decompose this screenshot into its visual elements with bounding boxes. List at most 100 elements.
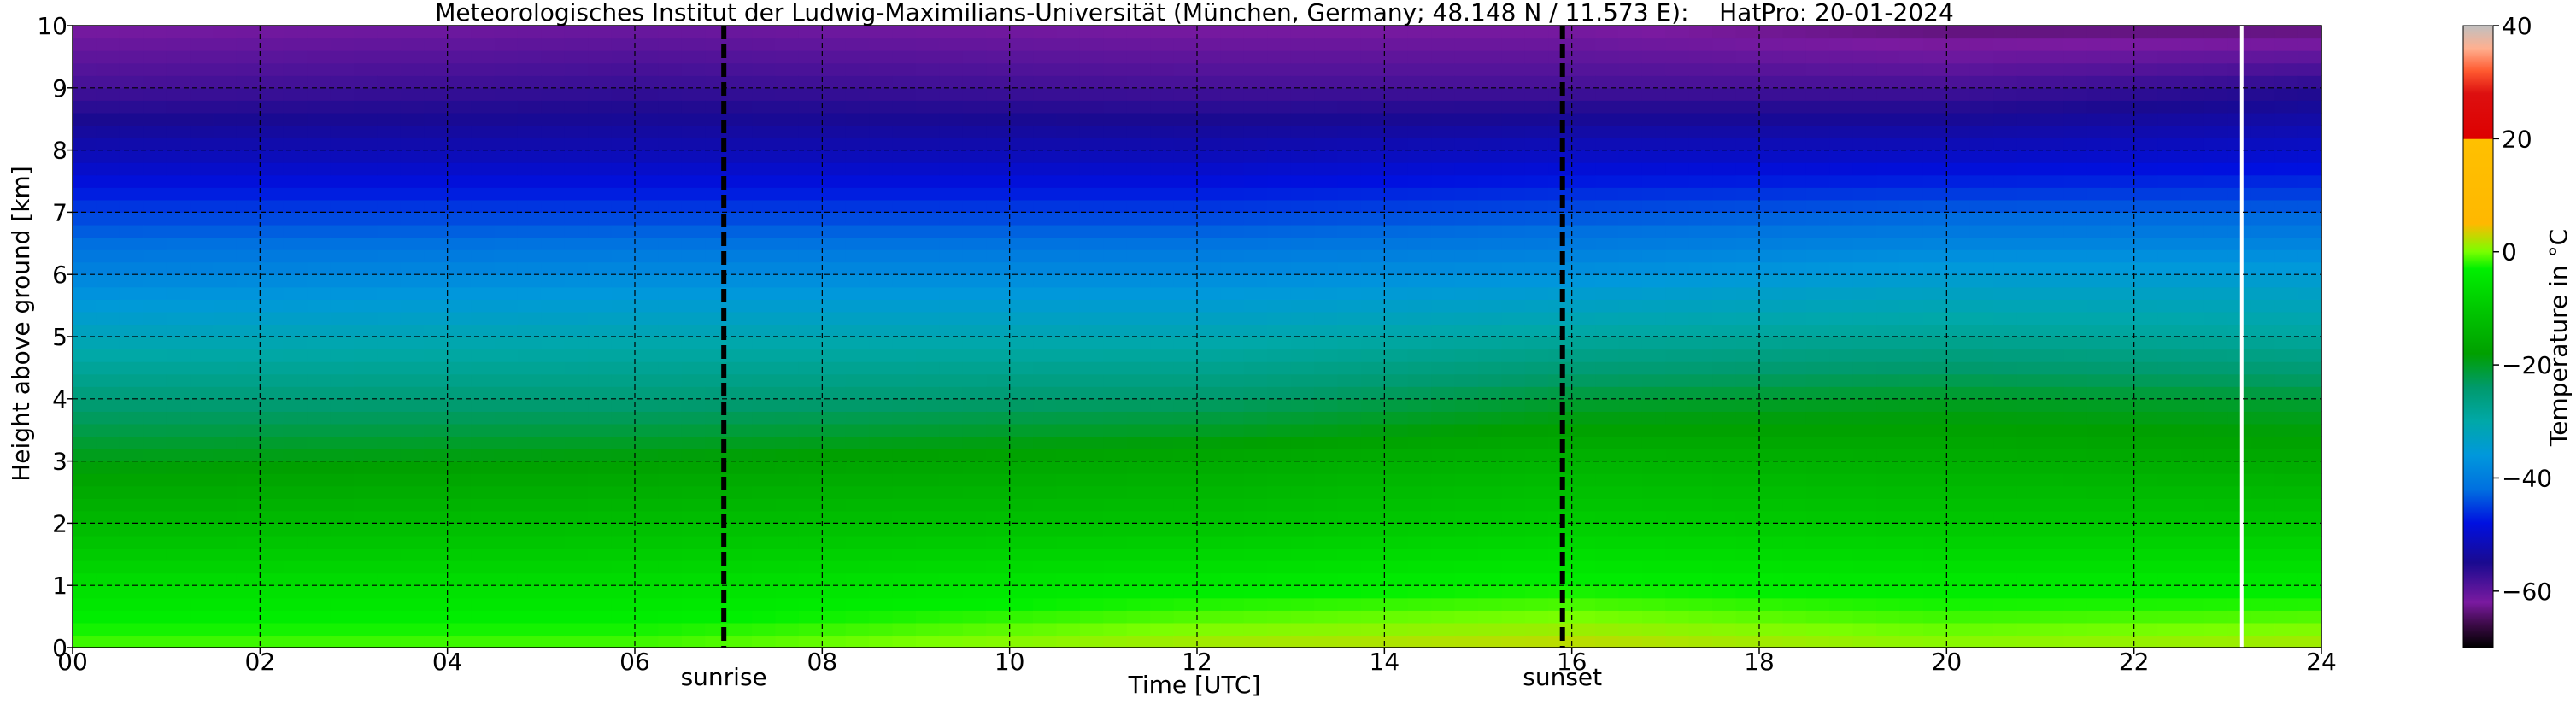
heatmap-cell [2040, 261, 2065, 275]
heatmap-cell [1220, 523, 1245, 537]
heatmap-cell [119, 398, 144, 412]
heatmap-cell [798, 411, 823, 425]
heatmap-cell [1524, 423, 1549, 437]
heatmap-cell [2133, 125, 2158, 138]
heatmap-cell [588, 87, 613, 101]
heatmap-cell [775, 38, 800, 51]
heatmap-cell [236, 174, 261, 188]
heatmap-cell [330, 548, 355, 561]
heatmap-cell [939, 498, 964, 512]
heatmap-cell [190, 26, 214, 39]
heatmap-cell [1805, 162, 1830, 176]
heatmap-cell [962, 423, 987, 437]
heatmap-cell [1150, 162, 1175, 176]
heatmap-cell [1899, 523, 1924, 537]
heatmap-cell [1969, 299, 1994, 313]
heatmap-cell [190, 125, 214, 138]
heatmap-cell [1595, 274, 1620, 288]
heatmap-cell [635, 498, 660, 512]
heatmap-cell [2086, 510, 2111, 524]
heatmap-cell [1267, 125, 1292, 138]
heatmap-cell [1290, 411, 1315, 425]
x-axis-label: Time [UTC] [1128, 671, 1261, 699]
heatmap-cell [2203, 597, 2228, 611]
heatmap-cell [2297, 286, 2322, 300]
heatmap-cell [377, 337, 402, 350]
heatmap-cell [1337, 523, 1362, 537]
heatmap-cell [1454, 100, 1479, 114]
heatmap-cell [424, 125, 449, 138]
heatmap-cell [1103, 112, 1128, 126]
heatmap-cell [2157, 535, 2182, 549]
heatmap-cell [2016, 100, 2041, 114]
heatmap-cell [1969, 324, 1994, 337]
heatmap-cell [400, 548, 425, 561]
heatmap-cell [1454, 274, 1479, 288]
heatmap-cell [2297, 349, 2322, 362]
heatmap-cell [1056, 237, 1081, 250]
heatmap-cell [1829, 75, 1854, 89]
heatmap-cell [424, 100, 449, 114]
heatmap-cell [1688, 398, 1713, 412]
heatmap-cell [1712, 485, 1737, 499]
heatmap-cell [962, 112, 987, 126]
heatmap-cell [775, 461, 800, 474]
heatmap-cell [190, 398, 214, 412]
heatmap-cell [1220, 349, 1245, 362]
heatmap-cell [658, 548, 683, 561]
heatmap-cell [1852, 38, 1877, 51]
heatmap-cell [564, 75, 589, 89]
heatmap-cell [845, 373, 870, 387]
heatmap-cell [635, 423, 660, 437]
heatmap-cell [517, 597, 542, 611]
heatmap-cell [96, 572, 120, 586]
heatmap-cell [1641, 436, 1666, 449]
heatmap-cell [939, 187, 964, 201]
heatmap-cell [2203, 112, 2228, 126]
heatmap-cell [1033, 361, 1058, 375]
heatmap-cell [1618, 274, 1643, 288]
heatmap-cell [2203, 162, 2228, 176]
heatmap-cell [1454, 461, 1479, 474]
heatmap-cell [330, 572, 355, 586]
heatmap-cell [471, 26, 496, 39]
heatmap-cell [962, 386, 987, 400]
heatmap-cell [1712, 622, 1737, 637]
heatmap-cell [143, 212, 167, 226]
heatmap-cell [611, 597, 636, 611]
heatmap-cell [260, 548, 285, 561]
heatmap-cell [283, 449, 308, 462]
heatmap-cell [1150, 423, 1175, 437]
heatmap-cell [1126, 572, 1151, 586]
heatmap-cell [1314, 510, 1339, 524]
heatmap-cell [1033, 610, 1058, 624]
heatmap-cell [2157, 473, 2182, 487]
heatmap-cell [635, 572, 660, 586]
heatmap-cell [1360, 112, 1385, 126]
heatmap-cell [2063, 449, 2088, 462]
heatmap-cell [1360, 286, 1385, 300]
heatmap-cell [283, 610, 308, 624]
heatmap-cell [1337, 299, 1362, 313]
heatmap-cell [1618, 449, 1643, 462]
heatmap-cell [916, 610, 941, 624]
heatmap-cell [1524, 373, 1549, 387]
heatmap-cell [564, 635, 589, 648]
heatmap-cell [471, 373, 496, 387]
heatmap-cell [283, 75, 308, 89]
heatmap-cell [166, 449, 191, 462]
heatmap-cell [1407, 485, 1432, 499]
heatmap-cell [166, 386, 191, 400]
heatmap-cell [1829, 286, 1854, 300]
heatmap-cell [869, 174, 894, 188]
heatmap-cell [2040, 473, 2065, 487]
heatmap-cell [517, 461, 542, 474]
heatmap-cell [166, 622, 191, 637]
heatmap-cell [190, 112, 214, 126]
heatmap-cell [400, 386, 425, 400]
heatmap-cell [73, 249, 97, 263]
heatmap-cell [119, 125, 144, 138]
heatmap-cell [517, 548, 542, 561]
heatmap-cell [494, 38, 519, 51]
heatmap-cell [2250, 597, 2275, 611]
